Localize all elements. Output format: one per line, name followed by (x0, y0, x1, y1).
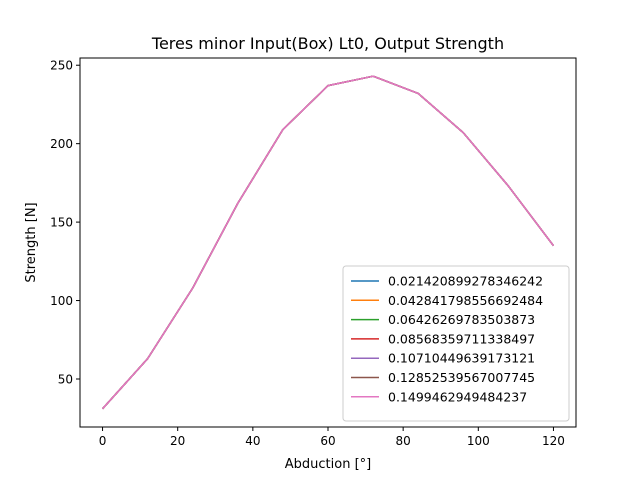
legend-entry-label: 0.042841798556692484 (388, 293, 543, 308)
x-tick-label: 80 (396, 434, 411, 448)
y-tick-label: 100 (50, 294, 73, 308)
legend-entry-label: 0.021420899278346242 (388, 274, 543, 289)
legend-entry-label: 0.1499462949484237 (388, 389, 527, 404)
legend-box (342, 265, 570, 422)
legend-entry-label: 0.08568359711338497 (388, 331, 535, 346)
legend-entry-label: 0.12852539567007745 (388, 370, 535, 385)
y-tick-label: 150 (50, 216, 73, 230)
series-line-7 (101, 75, 555, 410)
legend: 0.021420899278346242 0.042841798556692484… (342, 265, 570, 422)
legend-entry-label: 0.06426269783503873 (388, 312, 535, 327)
y-axis-label: Strength [N] (24, 202, 39, 282)
x-tick-label: 100 (467, 434, 490, 448)
x-tick-label: 0 (99, 434, 107, 448)
y-axis-ticks: 50 100 150 200 250 (50, 59, 80, 386)
y-tick-label: 50 (58, 372, 73, 386)
series-lines (101, 75, 555, 410)
x-tick-label: 20 (170, 434, 185, 448)
x-tick-label: 60 (320, 434, 335, 448)
y-tick-label: 250 (50, 59, 73, 73)
x-tick-label: 40 (245, 434, 260, 448)
x-axis-label: Abduction [°] (285, 457, 371, 472)
legend-entry-label: 0.10710449639173121 (388, 351, 535, 366)
x-tick-label: 120 (542, 434, 565, 448)
chart-title: Teres minor Input(Box) Lt0, Output Stren… (151, 34, 504, 53)
axes-frame (79, 57, 577, 428)
y-tick-label: 200 (50, 137, 73, 151)
x-axis-ticks: 0 20 40 60 80 100 120 (99, 427, 565, 448)
